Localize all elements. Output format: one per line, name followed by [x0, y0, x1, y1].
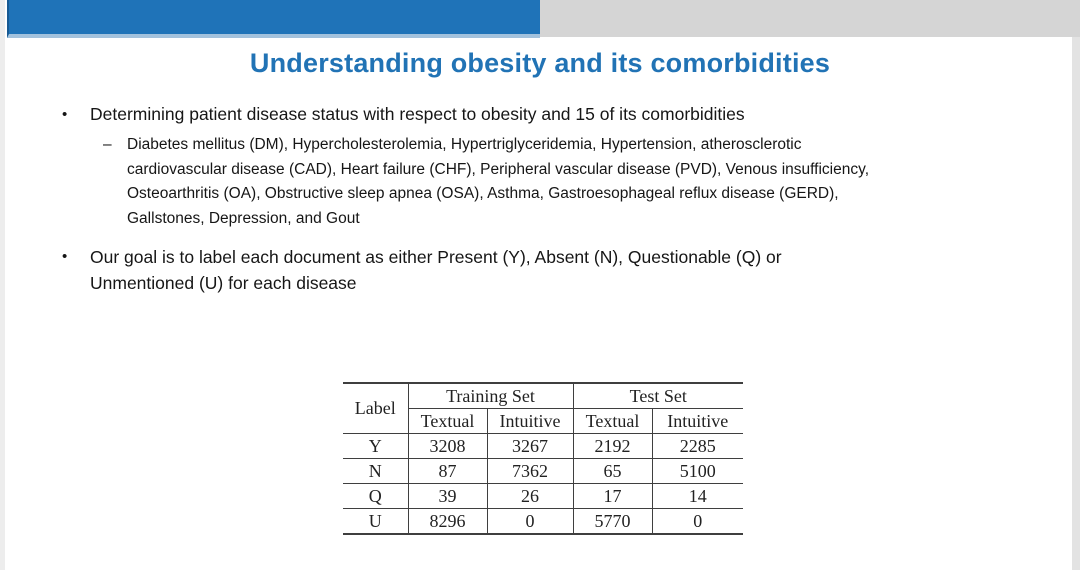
- table-header-test-set: Test Set: [573, 383, 743, 409]
- row-label: U: [343, 508, 409, 534]
- header-accent-bar: [7, 0, 540, 38]
- slide-title: Understanding obesity and its comorbidit…: [249, 48, 831, 78]
- slide-right-edge: [1072, 0, 1080, 570]
- table-subheader-training-intuitive: Intuitive: [487, 408, 574, 434]
- table-header-label: Label: [343, 383, 409, 434]
- bullet-marker: •: [62, 106, 68, 123]
- table-subheader-test-intuitive: Intuitive: [667, 410, 729, 431]
- bullet-item-disease-status: • Determining patient disease status wit…: [62, 103, 1022, 126]
- table-header-training-set: Training Set: [408, 383, 574, 409]
- sub-bullet-text: Diabetes mellitus (DM), Hypercholesterol…: [127, 136, 869, 227]
- cell-test-intuitive: 5100: [652, 458, 743, 484]
- table-row-Q: Q 39 26 17 14: [343, 483, 743, 509]
- cell-test-textual: 65: [573, 458, 653, 484]
- slide-body: • Determining patient disease status wit…: [62, 103, 1022, 296]
- cell-test-textual: 2192: [573, 433, 653, 459]
- table-sub-header-row: Textual Intuitive Textual Intuitive: [343, 408, 743, 434]
- cell-training-textual: 39: [408, 483, 488, 509]
- cell-training-intuitive: 3267: [487, 433, 574, 459]
- row-label: Q: [343, 483, 409, 509]
- cell-training-intuitive: 26: [487, 483, 574, 509]
- header-gray-bar: [540, 0, 1080, 37]
- cell-training-textual: 87: [408, 458, 488, 484]
- table-row-U: U 8296 0 5770 0: [343, 508, 743, 534]
- cell-training-textual: 3208: [408, 433, 488, 459]
- cell-test-intuitive: 2285: [652, 433, 743, 459]
- sub-bullet-item-comorbidity-list: – Diabetes mellitus (DM), Hypercholester…: [103, 133, 1022, 231]
- row-label: N: [343, 458, 409, 484]
- bullet-text: Our goal is to label each document as ei…: [90, 247, 782, 294]
- cell-training-textual: 8296: [408, 508, 488, 534]
- cell-training-intuitive: 7362: [487, 458, 574, 484]
- table-subheader-test-textual: Textual: [573, 408, 653, 434]
- table-group-header-row: Label Training Set Test Set: [343, 383, 743, 434]
- cell-test-intuitive: 0: [652, 508, 743, 534]
- cell-training-intuitive: 0: [487, 508, 574, 534]
- bullet-item-goal: • Our goal is to label each document as …: [62, 244, 1022, 296]
- row-label: Y: [343, 433, 409, 459]
- bullet-text: Determining patient disease status with …: [90, 104, 745, 124]
- table-row-N: N 87 7362 65 5100: [343, 458, 743, 484]
- slide-left-edge: [0, 0, 5, 570]
- bullet-marker: •: [62, 248, 68, 266]
- table-subheader-training-textual: Textual: [408, 408, 488, 434]
- table-row-Y: Y 3208 3267 2192 2285: [343, 433, 743, 459]
- label-distribution-table-container: Label Training Set Test Set Textual Intu…: [343, 382, 743, 535]
- dash-marker: –: [103, 136, 112, 153]
- cell-test-textual: 5770: [573, 508, 653, 534]
- cell-test-intuitive: 14: [652, 483, 743, 509]
- cell-test-textual: 17: [573, 483, 653, 509]
- label-distribution-table: Label Training Set Test Set Textual Intu…: [343, 382, 743, 535]
